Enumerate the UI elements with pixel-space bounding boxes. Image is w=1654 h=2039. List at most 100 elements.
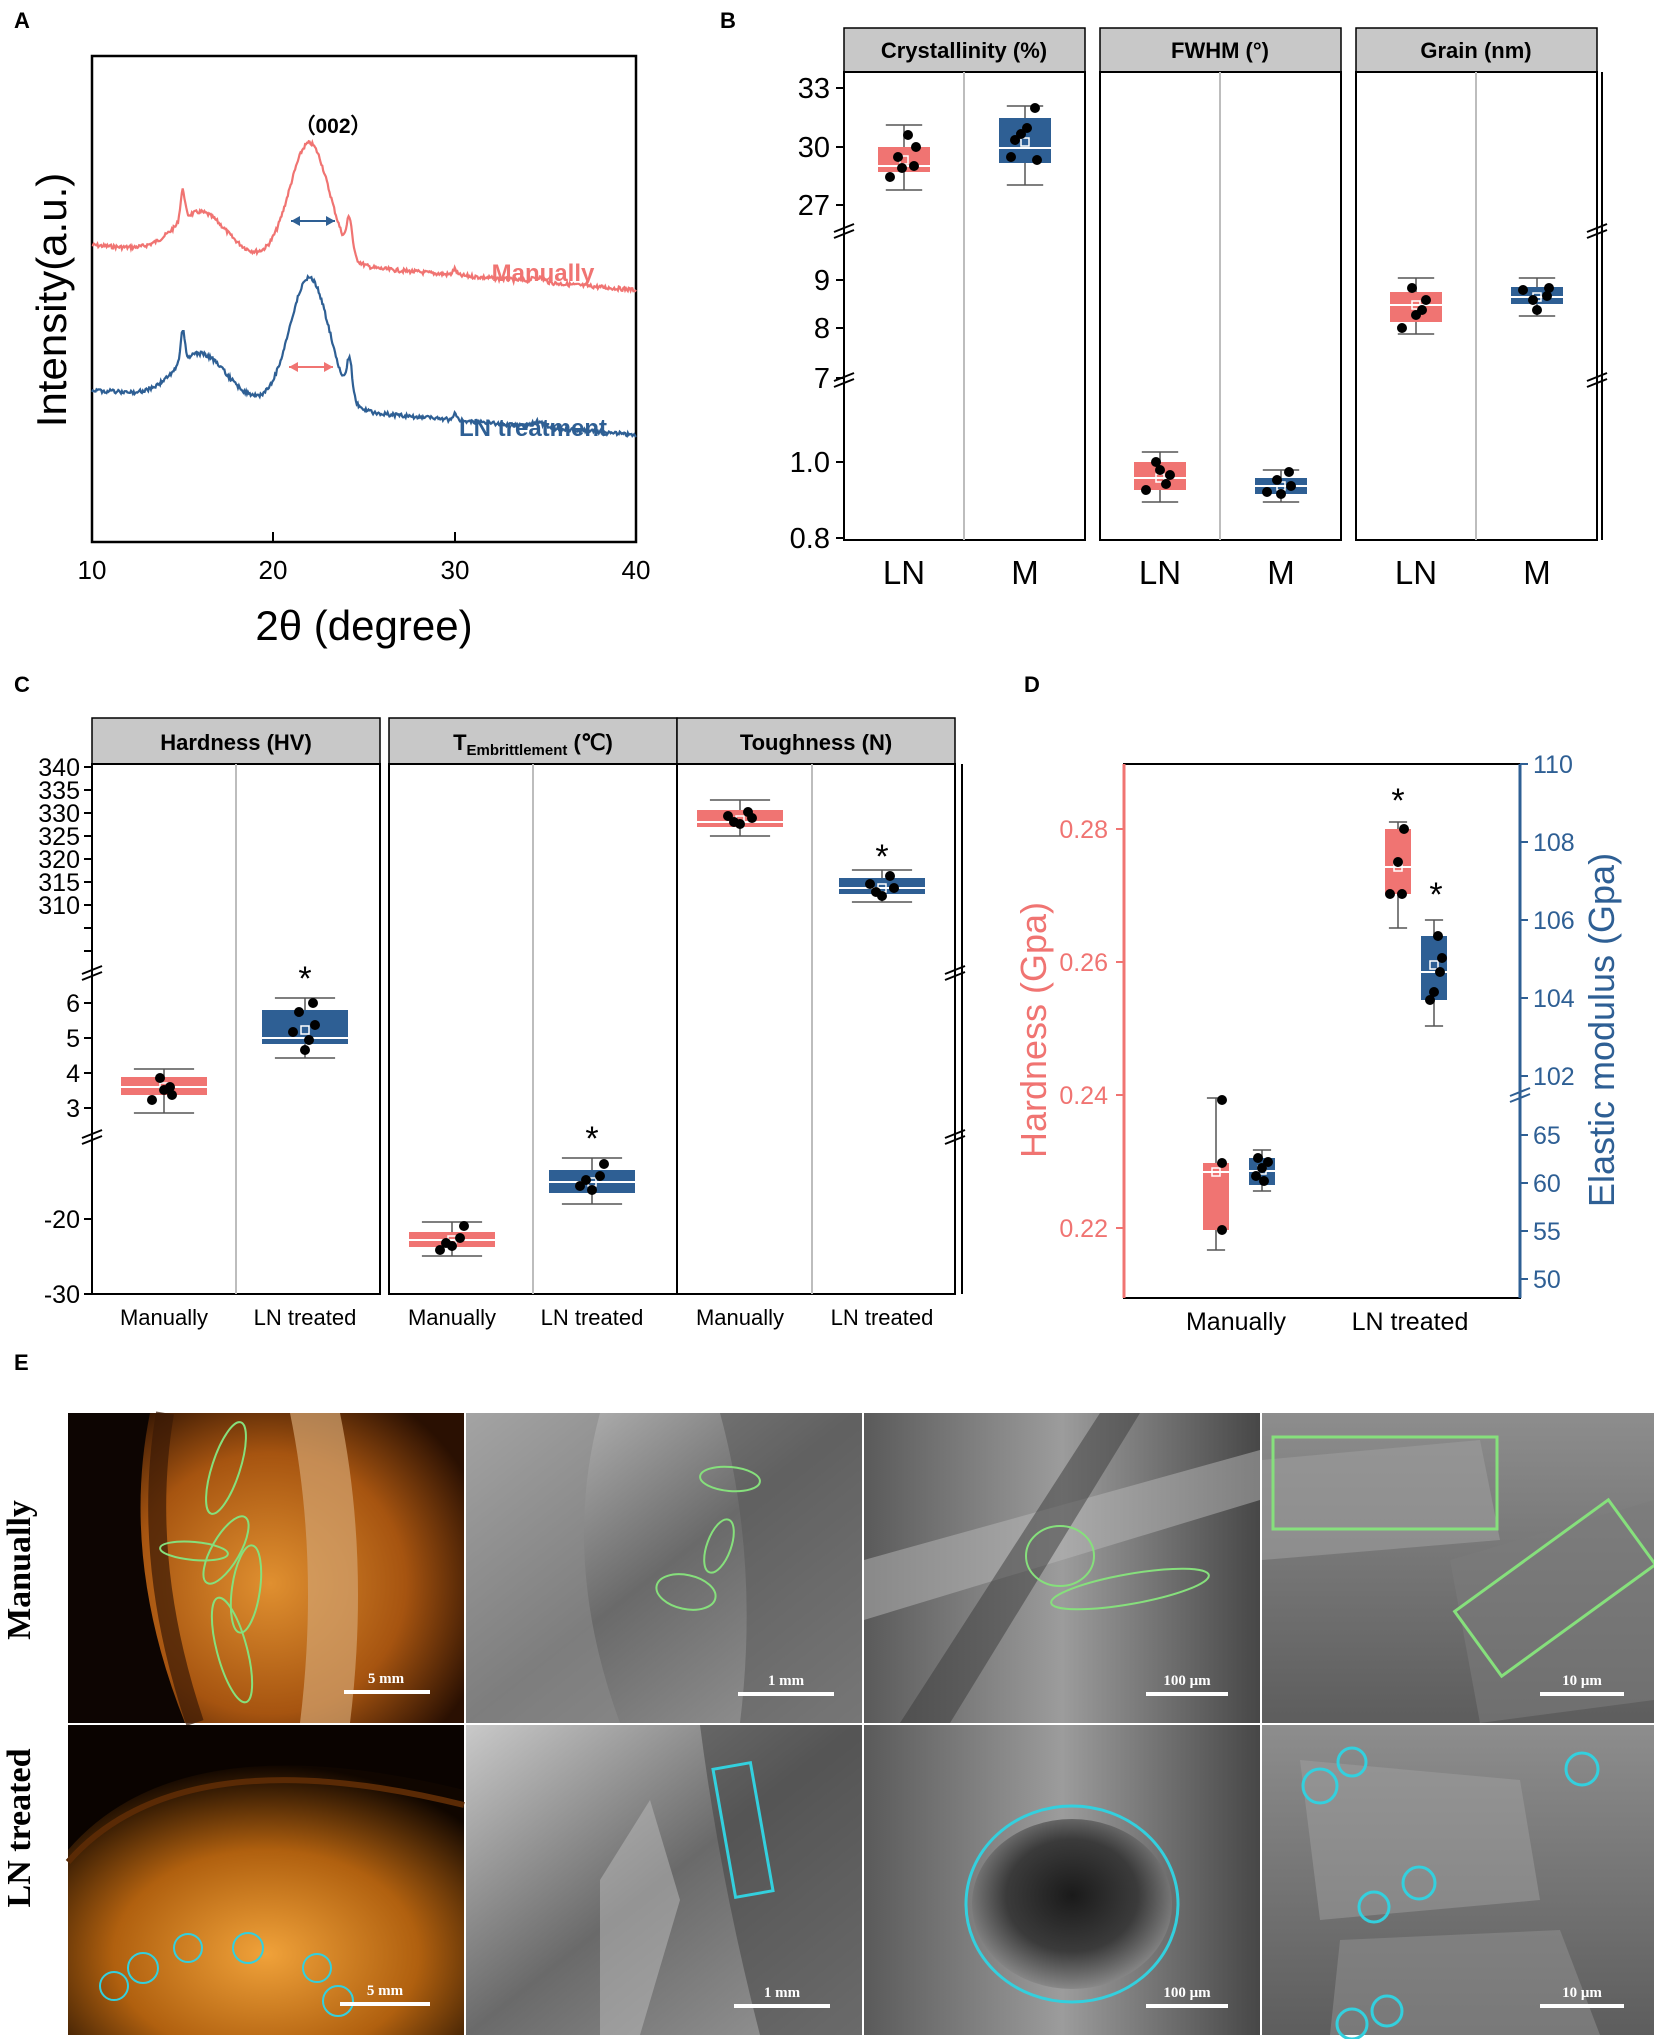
y-right-tick-label: 65 — [1533, 1122, 1561, 1150]
data-point — [1528, 295, 1538, 305]
data-point — [1532, 305, 1542, 315]
data-point — [1435, 967, 1445, 977]
axis-break-marks — [81, 764, 966, 1294]
data-point — [911, 142, 921, 152]
data-point — [455, 1233, 465, 1243]
significance-star: * — [1429, 876, 1442, 914]
y-right-tick-label: 110 — [1533, 751, 1573, 779]
fwhm-arrow-manually — [291, 216, 335, 226]
peak-annotation: （002） — [294, 114, 371, 138]
x-label: LN treated — [254, 1305, 357, 1330]
box — [1203, 1163, 1229, 1230]
series-line-ln-treatment — [91, 274, 637, 438]
panel-label-b: B — [720, 8, 736, 33]
mean-marker — [1411, 300, 1421, 310]
data-point — [300, 1045, 310, 1055]
scale-bar-label: 1 mm — [764, 1985, 801, 2001]
facet-header — [91, 717, 381, 765]
scale-bar-label: 10 μm — [1562, 1985, 1602, 2001]
data-point — [1542, 291, 1552, 301]
y-tick-label: 315 — [38, 869, 80, 897]
x-tick-label: 10 — [78, 555, 107, 585]
data-point — [1010, 135, 1020, 145]
data-point — [288, 1027, 298, 1037]
y-tick-label: 4 — [66, 1060, 80, 1088]
facet-title: Toughness (N) — [740, 730, 892, 755]
data-point — [885, 871, 895, 881]
significance-star: * — [875, 838, 888, 876]
data-point — [1030, 103, 1040, 113]
y-tick-label: 310 — [38, 892, 80, 920]
box-plots — [1203, 821, 1447, 1251]
data-point — [1165, 470, 1175, 480]
data-point — [1429, 987, 1439, 997]
data-point — [1251, 1171, 1261, 1181]
panel-a: A 10 20 30 40 （002） Manually LN treatmen… — [14, 8, 650, 649]
y-axis-label: Intensity(a.u.) — [28, 173, 75, 427]
data-point — [1022, 123, 1032, 133]
y-right-tick-label: 108 — [1533, 829, 1575, 857]
data-point — [1284, 467, 1294, 477]
data-point — [1385, 889, 1395, 899]
panel-b: B Crystallinity (%) FWHM (°) Grain (nm) … — [720, 8, 1608, 591]
mean-marker — [1020, 137, 1030, 147]
data-point — [1006, 152, 1016, 162]
data-point — [1411, 310, 1421, 320]
x-label: LN — [883, 554, 925, 591]
x-label: Manually — [408, 1305, 496, 1330]
data-point — [1253, 1153, 1263, 1163]
y-tick-label: -30 — [44, 1281, 80, 1309]
data-point — [1032, 155, 1042, 165]
data-point — [729, 817, 739, 827]
facet-title: Hardness (HV) — [160, 730, 312, 755]
y-right-tick-label: 102 — [1533, 1063, 1575, 1091]
x-label: M — [1267, 554, 1295, 591]
data-point — [1437, 953, 1447, 963]
data-point — [871, 887, 881, 897]
micrograph-sem-10um-manually: 10 μm — [1262, 1413, 1654, 1723]
data-point — [1399, 824, 1409, 834]
y-tick-label: 335 — [38, 777, 80, 805]
legend-ln-treatment: LN treatment — [459, 415, 607, 442]
scale-bar-label: 5 mm — [368, 1671, 405, 1687]
fwhm-arrow-ln — [289, 362, 333, 372]
y-left-tick-label: 0.28 — [1059, 816, 1108, 844]
y-tick-label: 320 — [38, 846, 80, 874]
panel-label-e: E — [14, 1350, 29, 1375]
facet-title-embrittlement: TEmbrittlement (℃) — [453, 730, 613, 759]
y-tick-label: 30 — [798, 132, 830, 164]
y-tick-label: 8 — [814, 313, 830, 345]
data-point — [435, 1245, 445, 1255]
right-axis-ticks — [1509, 763, 1531, 1280]
plot-frame-d — [1123, 763, 1521, 1299]
data-point — [1393, 857, 1403, 867]
x-label: LN treated — [831, 1305, 934, 1330]
data-point — [587, 1185, 597, 1195]
y-right-tick-label: 50 — [1533, 1266, 1561, 1294]
y-left-tick-label: 0.24 — [1059, 1082, 1108, 1110]
mean-marker — [300, 1025, 310, 1035]
micrograph-optical-manually: 5 mm — [68, 1411, 465, 1726]
data-point — [1259, 1176, 1269, 1186]
data-point — [1217, 1095, 1227, 1105]
data-point — [1141, 485, 1151, 495]
y-axis-ticks — [84, 766, 92, 1295]
micrograph-sem-100um-manually: 100 μm — [864, 1413, 1260, 1723]
y-axis-ticks — [836, 87, 844, 539]
y-tick-label: 9 — [814, 265, 830, 297]
x-tick-label: 40 — [622, 555, 651, 585]
x-tick-label: 20 — [259, 555, 288, 585]
data-point — [885, 172, 895, 182]
data-point — [1276, 489, 1286, 499]
data-point — [909, 161, 919, 171]
x-tick-label: 30 — [441, 555, 470, 585]
data-point — [1433, 931, 1443, 941]
x-axis-label: 2θ (degree) — [255, 602, 472, 649]
data-point — [1425, 995, 1435, 1005]
data-point — [304, 1035, 314, 1045]
y-tick-label: 6 — [66, 990, 80, 1018]
y-tick-label: 27 — [798, 190, 830, 222]
significance-star: * — [1391, 782, 1404, 820]
facet-title: Crystallinity (%) — [881, 38, 1047, 63]
